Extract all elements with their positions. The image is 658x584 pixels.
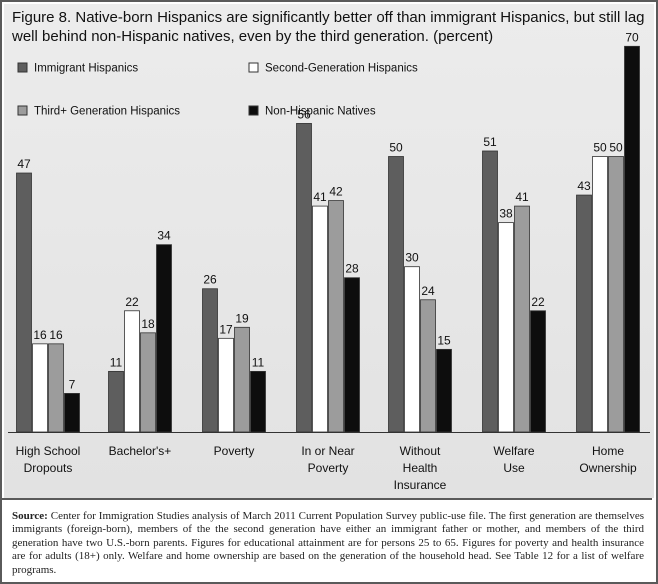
data-label: 11 <box>252 355 265 369</box>
bar <box>576 194 592 433</box>
data-label: 42 <box>329 185 343 199</box>
data-label: 50 <box>593 141 607 155</box>
legend-swatch <box>17 105 28 116</box>
bar <box>420 299 436 433</box>
bar <box>404 266 420 433</box>
bar <box>218 337 234 433</box>
legend-label: Immigrant Hispanics <box>34 63 138 75</box>
category-label: Home <box>592 444 624 458</box>
bar <box>328 200 344 433</box>
bar <box>124 310 140 433</box>
data-label: 41 <box>313 190 327 204</box>
category-label: Poverty <box>214 444 255 458</box>
bar <box>64 393 80 433</box>
bar <box>388 156 404 433</box>
legend-swatch <box>17 62 28 73</box>
category-label: Insurance <box>394 478 447 492</box>
legend-label: Second-Generation Hispanics <box>265 63 418 75</box>
chart-title: Figure 8. Native-born Hispanics are sign… <box>12 9 645 45</box>
chart-panel: Figure 8. Native-born Hispanics are sign… <box>4 4 654 498</box>
data-label: 26 <box>203 273 217 287</box>
source-label: Source: <box>12 510 48 522</box>
bar <box>312 205 328 433</box>
category-label: Poverty <box>308 461 349 475</box>
data-label: 30 <box>405 251 419 265</box>
data-label: 22 <box>125 295 139 309</box>
bar <box>16 172 32 433</box>
data-label: 70 <box>625 30 639 44</box>
legend-label: Third+ Generation Hispanics <box>34 106 180 118</box>
data-label: 16 <box>49 328 63 342</box>
data-label: 50 <box>389 141 403 155</box>
data-label: 43 <box>577 179 591 193</box>
data-label: 22 <box>531 295 545 309</box>
category-label: Dropouts <box>24 461 73 475</box>
category-label: Health <box>403 461 438 475</box>
data-label: 50 <box>609 141 623 155</box>
bar <box>498 222 514 433</box>
category-label: Welfare <box>493 444 534 458</box>
source-text: Center for Immigration Studies analysis … <box>12 510 644 576</box>
bar-chart: Immigrant Hispanics Second-Generation His… <box>8 30 650 492</box>
legend-swatch <box>248 62 259 73</box>
bar <box>140 332 156 433</box>
data-label: 18 <box>141 317 155 331</box>
data-label: 15 <box>437 333 451 347</box>
bar <box>514 205 530 433</box>
data-label: 56 <box>297 107 311 121</box>
bar <box>296 123 312 433</box>
bar <box>202 288 218 433</box>
data-label: 17 <box>219 322 233 336</box>
legend-swatch <box>248 105 259 116</box>
bar <box>250 370 266 433</box>
category-label: Use <box>503 461 525 475</box>
bar <box>530 310 546 433</box>
data-label: 7 <box>69 377 76 391</box>
legend-label: Non-Hispanic Natives <box>265 106 376 118</box>
bar <box>108 370 124 433</box>
data-label: 11 <box>110 355 123 369</box>
category-label: Ownership <box>579 461 637 475</box>
source-note: Source: Center for Immigration Studies a… <box>2 498 652 582</box>
bar <box>32 343 48 433</box>
bar <box>344 277 360 433</box>
bar <box>436 348 452 433</box>
data-label: 51 <box>483 135 497 149</box>
bar <box>482 150 498 433</box>
data-label: 47 <box>17 157 31 171</box>
data-label: 34 <box>157 229 171 243</box>
category-label: In or Near <box>301 444 354 458</box>
data-label: 28 <box>345 262 359 276</box>
data-label: 38 <box>499 207 513 221</box>
bar <box>156 244 172 433</box>
bar <box>592 156 608 433</box>
data-label: 24 <box>421 284 435 298</box>
data-label: 41 <box>515 190 529 204</box>
category-label: Bachelor's+ <box>109 444 172 458</box>
bar <box>608 156 624 433</box>
bar <box>48 343 64 433</box>
category-label: Without <box>400 444 441 458</box>
data-label: 19 <box>235 311 249 325</box>
bar <box>624 45 640 433</box>
category-label: High School <box>16 444 81 458</box>
bar <box>234 326 250 433</box>
data-label: 16 <box>33 328 47 342</box>
